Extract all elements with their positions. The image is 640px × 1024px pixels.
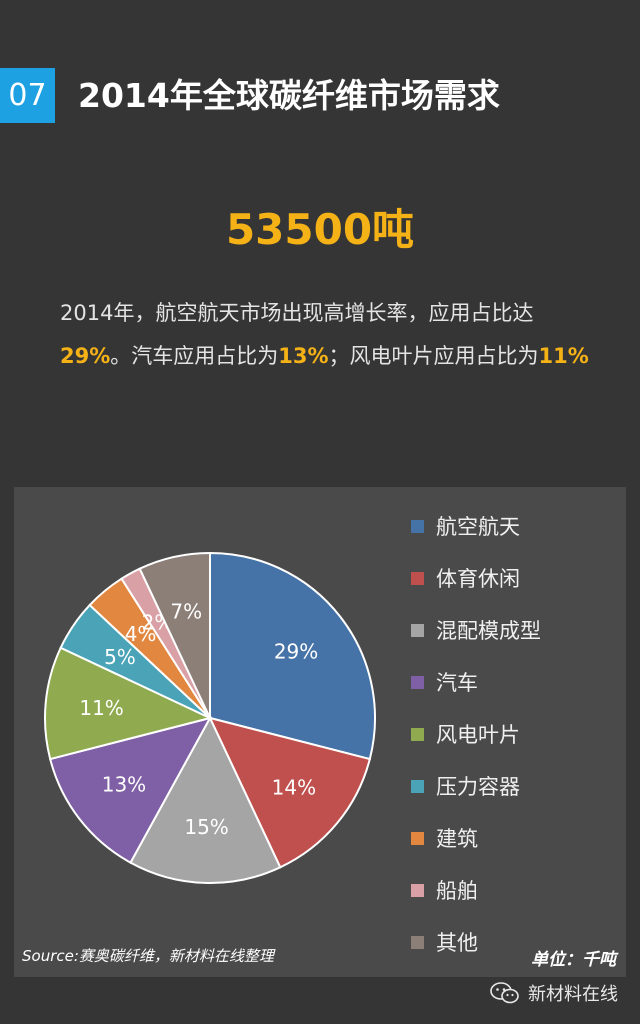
legend-item-3: 汽车 — [411, 656, 621, 708]
legend-item-5: 压力容器 — [411, 760, 621, 812]
highlight-wind-share: 11% — [538, 344, 589, 368]
legend-item-6: 建筑 — [411, 812, 621, 864]
legend-swatch — [411, 935, 424, 949]
page-title: 2014年全球碳纤维市场需求 — [78, 76, 500, 115]
section-number-badge: 07 — [0, 68, 55, 123]
description-line1: 2014年，航空航天市场出现高增长率，应用占比达 — [60, 301, 534, 325]
description-mid2: ；风电叶片应用占比为 — [328, 344, 539, 368]
pie-slice-3 — [48, 716, 212, 864]
legend-label: 汽车 — [436, 671, 478, 695]
legend-swatch — [411, 519, 424, 533]
chart-panel: 29% 14% 15% 13% 11% 5% 4% 2% 7% 航空航天 体育休闲 混配模成型 汽车风… — [14, 487, 626, 977]
legend-item-2: 混配模成型 — [411, 604, 621, 656]
pie-label-5: 5% — [104, 645, 136, 669]
footer-brand: 新材料在线 — [490, 978, 618, 1008]
wechat-icon — [490, 982, 519, 1004]
legend-item-8: 其他 — [411, 916, 621, 968]
legend-swatch — [411, 571, 424, 585]
legend-label: 其他 — [436, 931, 478, 955]
legend-swatch — [411, 883, 424, 897]
legend-label: 建筑 — [436, 827, 478, 851]
legend-item-1: 体育休闲 — [411, 552, 621, 604]
pie-slice-2 — [129, 715, 282, 884]
legend-item-0: 航空航天 — [411, 500, 621, 552]
pie-slice-8 — [138, 551, 211, 719]
legend-item-4: 风电叶片 — [411, 708, 621, 760]
pie-slice-4 — [44, 646, 213, 761]
pie-label-1: 14% — [272, 775, 316, 799]
highlight-aerospace-share: 29% — [60, 344, 111, 368]
legend-label: 航空航天 — [436, 515, 520, 539]
footer-brand-label: 新材料在线 — [528, 984, 618, 1005]
highlight-auto-share: 13% — [278, 344, 329, 368]
chart-source: Source:赛奥碳纤维，新材料在线整理 — [22, 947, 274, 965]
legend-item-7: 船舶 — [411, 864, 621, 916]
legend-label: 体育休闲 — [436, 567, 520, 591]
chart-legend: 航空航天体育休闲混配模成型汽车风电叶片压力容器建筑船舶其他 — [411, 500, 621, 968]
pie-label-3: 13% — [102, 773, 146, 797]
pie-chart: 29%14%15%13%11%5%4%2%7% — [44, 551, 376, 884]
legend-label: 压力容器 — [436, 775, 520, 799]
legend-label: 船舶 — [436, 879, 478, 903]
legend-label: 风电叶片 — [436, 723, 520, 747]
total-demand-value: 53500吨 — [225, 205, 415, 254]
description-mid1: 。汽车应用占比为 — [110, 344, 279, 368]
legend-swatch — [411, 779, 424, 793]
pie-slice-0 — [209, 551, 376, 761]
legend-swatch — [411, 727, 424, 741]
pie-slice-1 — [208, 716, 372, 869]
legend-swatch — [411, 675, 424, 689]
chart-unit: 单位：千吨 — [531, 950, 616, 970]
pie-label-0: 29% — [274, 639, 318, 663]
pie-label-2: 15% — [184, 815, 228, 839]
legend-swatch — [411, 623, 424, 637]
pie-label-4: 11% — [79, 696, 123, 720]
description-text: 2014年，航空航天市场出现高增长率，应用占比达 29%。汽车应用占比为13%；风… — [60, 292, 605, 378]
pie-label-8: 7% — [170, 600, 202, 624]
legend-swatch — [411, 831, 424, 845]
legend-label: 混配模成型 — [436, 619, 541, 643]
